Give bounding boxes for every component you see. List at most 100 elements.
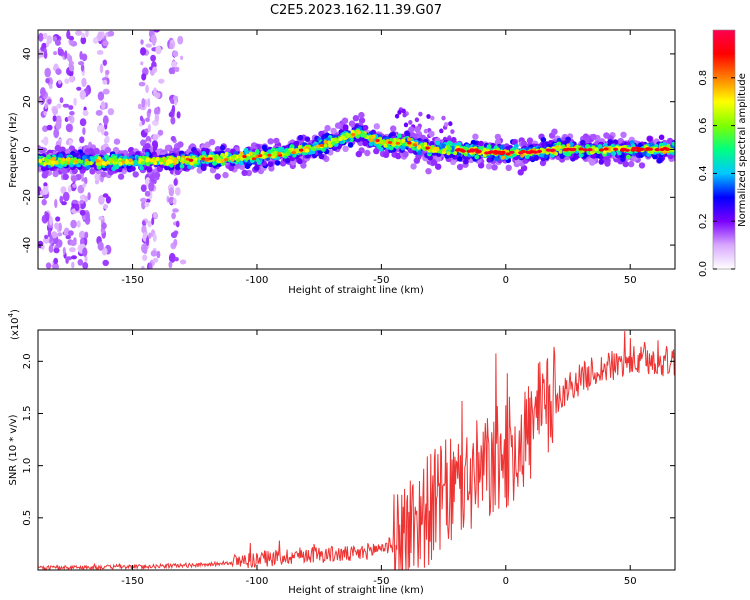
spectrogram-speckle xyxy=(49,234,53,243)
spectrogram-cell xyxy=(520,165,528,172)
spectrogram-cell xyxy=(112,146,120,154)
spectrogram-speckle xyxy=(145,117,150,123)
spectrogram-cell xyxy=(408,126,415,133)
spectrogram-cell xyxy=(362,133,367,138)
spectrogram-cell xyxy=(327,140,332,145)
spectrogram-speckle xyxy=(44,67,51,78)
spectrogram-speckle xyxy=(69,75,75,83)
spectrogram-speckle xyxy=(83,176,88,185)
spectrogram-speckle xyxy=(40,139,48,144)
spectrogram-speckle xyxy=(98,216,104,221)
colorbar-tick-label: 0.8 xyxy=(698,70,709,86)
spectrogram-speckle xyxy=(71,255,77,260)
spectrogram-speckle xyxy=(69,35,74,41)
x-tick-label: -150 xyxy=(121,576,144,587)
spectrogram-speckle xyxy=(151,217,155,226)
spectrogram-cell xyxy=(626,154,631,160)
spectrogram-cell xyxy=(128,158,133,163)
spectrogram-speckle xyxy=(147,108,152,114)
spectrogram-speckle xyxy=(152,66,158,74)
spectrogram-cell xyxy=(284,157,291,164)
spectrogram-peak xyxy=(242,155,247,158)
spectrogram-cell xyxy=(499,144,505,150)
spectrogram-speckle xyxy=(69,64,75,72)
spectrogram-cell xyxy=(286,150,291,155)
spectrogram-cell xyxy=(70,157,75,162)
top-y-axis: -40 -20 0 20 40 xyxy=(22,48,675,253)
spectrogram-speckle xyxy=(59,195,64,204)
bottom-xlabel: Height of straight line (km) xyxy=(288,585,424,596)
spectrogram-speckle xyxy=(87,192,91,201)
spectrogram-speckle xyxy=(141,73,147,81)
spectrogram-speckle xyxy=(179,259,187,265)
spectrogram-speckle xyxy=(43,237,50,244)
spectrogram-cell xyxy=(417,144,422,149)
spectrogram-cell xyxy=(486,157,493,163)
spectrogram-cell xyxy=(566,143,571,148)
spectrogram-cell xyxy=(642,151,648,157)
spectrogram-cell xyxy=(407,137,412,142)
spectrogram-speckle xyxy=(154,92,161,99)
spectrogram-cell xyxy=(368,138,373,143)
spectrogram-cell xyxy=(331,140,336,145)
spectrogram-cell xyxy=(413,157,420,164)
spectrogram-peak xyxy=(351,133,356,136)
spectrogram-cell xyxy=(420,142,425,147)
spectrogram-speckle xyxy=(45,212,50,222)
x-tick-label: 50 xyxy=(624,576,637,587)
spectrogram-cell xyxy=(108,158,113,162)
spectrogram-cell xyxy=(276,147,282,153)
spectrogram-speckle xyxy=(58,222,62,232)
spectrogram-speckle xyxy=(139,197,147,203)
spectrogram-speckle xyxy=(168,187,175,197)
spectrogram-speckle xyxy=(57,232,63,237)
spectrogram-speckle xyxy=(69,240,77,246)
colorbar-ticks: 0.0 0.2 0.4 0.6 0.8 xyxy=(698,70,735,277)
spectrogram-streak xyxy=(414,117,420,123)
spectrogram-cell xyxy=(435,147,440,152)
spectrogram-speckle xyxy=(152,233,157,242)
spectrogram-cell xyxy=(384,140,389,145)
spectrogram-cell xyxy=(104,146,112,154)
spectrogram-cell xyxy=(604,160,611,167)
spectrogram-speckle xyxy=(95,109,103,116)
spectrogram-cell xyxy=(132,171,139,178)
spectrogram-speckle xyxy=(153,30,160,33)
spectrogram-speckle xyxy=(154,113,160,122)
y-tick-label: 0 xyxy=(22,146,33,152)
colorbar-tick-label: 0.2 xyxy=(698,213,709,229)
spectrogram-cell xyxy=(254,149,260,155)
spectrogram-peak xyxy=(509,150,515,154)
spectrogram-speckle xyxy=(79,209,86,216)
spectrogram-cell xyxy=(316,144,321,149)
spectrogram-cell xyxy=(486,144,492,150)
spectrogram-speckle xyxy=(64,78,70,84)
x-tick-label: -50 xyxy=(373,576,389,587)
spectrogram-cell xyxy=(289,144,295,150)
spectrogram-speckle xyxy=(147,98,151,108)
spectrogram-cell xyxy=(117,173,125,180)
spectrogram-cell xyxy=(541,148,546,153)
spectrogram-cell xyxy=(330,127,337,135)
spectrogram-speckle xyxy=(102,59,108,66)
spectrogram-cell xyxy=(591,145,596,150)
spectrogram-peak xyxy=(258,154,263,158)
spectrogram-cell xyxy=(213,155,218,160)
spectrogram-peak xyxy=(185,157,190,161)
spectrogram-cell xyxy=(85,164,91,170)
spectrogram-speckle xyxy=(141,98,146,108)
spectrogram-cell xyxy=(494,139,502,146)
spectrogram-peak xyxy=(267,153,272,157)
spectrogram-peak xyxy=(407,141,412,145)
spectrogram-speckle xyxy=(176,111,181,119)
spectrogram-speckle xyxy=(80,36,87,45)
spectrogram-cell xyxy=(273,150,278,155)
spectrogram-cell xyxy=(440,143,446,149)
spectrogram-cell xyxy=(341,117,349,124)
colorbar-gradient xyxy=(713,30,735,269)
spectrogram-speckle xyxy=(81,32,86,38)
spectrogram-cell xyxy=(449,158,457,166)
spectrogram-speckle xyxy=(141,225,147,234)
spectrogram-speckle xyxy=(170,135,176,142)
spectrogram-speckle xyxy=(56,103,62,109)
